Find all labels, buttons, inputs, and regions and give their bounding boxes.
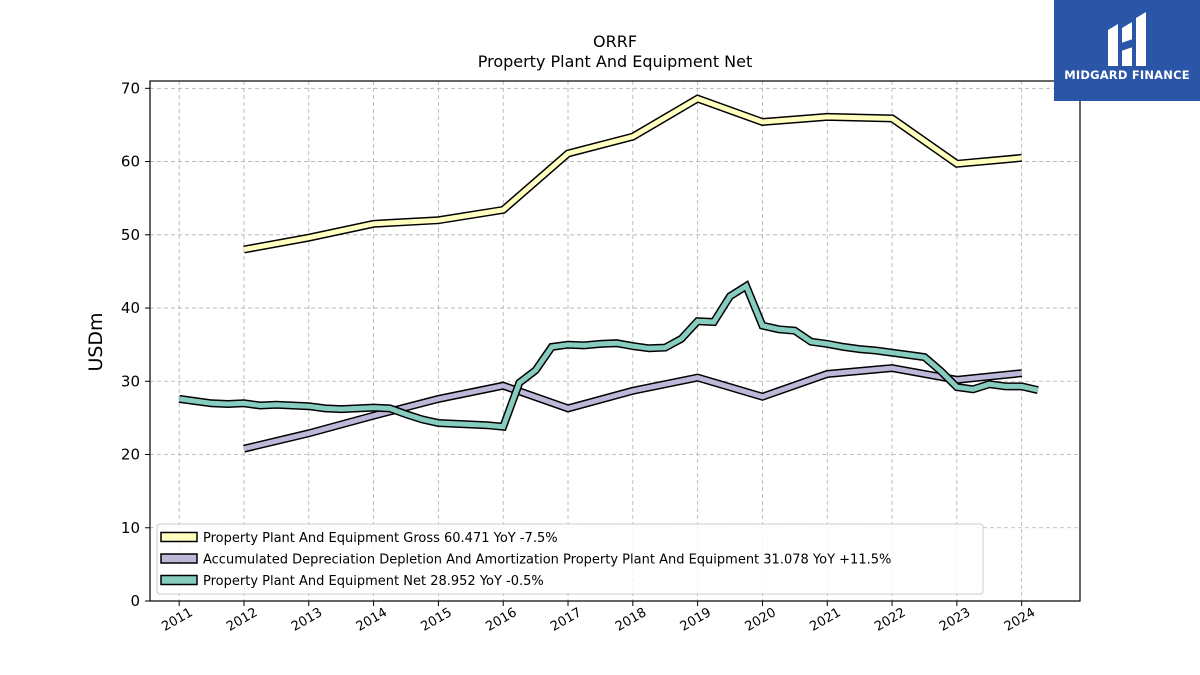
legend-label: Property Plant And Equipment Net 28.952 … bbox=[203, 574, 544, 589]
legend-swatch bbox=[160, 553, 198, 564]
x-tick-label: 2021 bbox=[807, 605, 843, 635]
x-tick-label: 2024 bbox=[1002, 605, 1038, 635]
y-tick-label: 70 bbox=[121, 79, 140, 97]
legend-label: Property Plant And Equipment Gross 60.47… bbox=[203, 531, 558, 546]
x-tick-label: 2022 bbox=[872, 605, 908, 635]
y-tick-label: 60 bbox=[121, 153, 140, 171]
series-line bbox=[178, 282, 1039, 430]
x-tick-label: 2018 bbox=[613, 605, 649, 635]
series-2 bbox=[178, 280, 1039, 431]
x-tick-label: 2016 bbox=[483, 605, 519, 635]
y-tick-label: 20 bbox=[121, 446, 140, 464]
legend-swatch bbox=[160, 531, 198, 543]
logo-mark-icon bbox=[1108, 12, 1146, 66]
x-tick-label: 2013 bbox=[289, 605, 325, 635]
series-0 bbox=[243, 94, 1023, 254]
series-lines bbox=[178, 94, 1039, 453]
y-tick-label: 10 bbox=[121, 519, 140, 537]
series-1 bbox=[243, 364, 1023, 453]
series-line bbox=[243, 95, 1022, 252]
logo-text: MIDGARD FINANCE bbox=[1064, 68, 1190, 82]
legend: Property Plant And Equipment Gross 60.47… bbox=[156, 523, 984, 595]
chart-subtitle: Property Plant And Equipment Net bbox=[478, 52, 753, 71]
x-tick-label: 2017 bbox=[548, 605, 584, 635]
y-tick-label: 50 bbox=[121, 226, 140, 244]
series-line bbox=[243, 365, 1022, 452]
legend-label: Accumulated Depreciation Depletion And A… bbox=[203, 553, 891, 568]
x-tick-label: 2011 bbox=[159, 605, 195, 635]
x-tick-label: 2015 bbox=[419, 605, 455, 635]
chart-title: ORRF bbox=[593, 32, 637, 51]
legend-box bbox=[156, 523, 984, 595]
x-tick-label: 2023 bbox=[937, 605, 973, 635]
x-tick-label: 2012 bbox=[224, 605, 260, 635]
y-tick-label: 30 bbox=[121, 372, 140, 390]
legend-swatch bbox=[160, 574, 198, 586]
y-tick-label: 0 bbox=[130, 592, 140, 610]
x-tick-label: 2019 bbox=[678, 605, 714, 635]
plot-frame bbox=[149, 80, 1081, 602]
midgard-finance-logo: MIDGARD FINANCE bbox=[1054, 0, 1200, 101]
x-tick-label: 2020 bbox=[743, 605, 779, 635]
y-axis-label: USDm bbox=[85, 312, 107, 371]
y-tick-label: 40 bbox=[121, 299, 140, 317]
x-tick-label: 2014 bbox=[354, 605, 390, 635]
